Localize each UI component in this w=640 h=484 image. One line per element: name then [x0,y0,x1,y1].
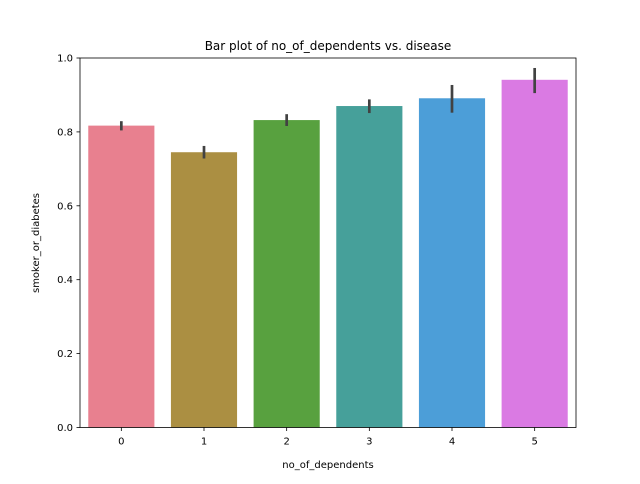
x-tick-label-5: 5 [531,437,537,448]
bar-3 [336,106,403,428]
y-tick-label-0.2: 0.2 [57,349,73,360]
chart-title: Bar plot of no_of_dependents vs. disease [205,39,452,53]
y-tick-label-1.0: 1.0 [57,54,73,65]
y-tick-label-0.6: 0.6 [57,201,73,212]
x-axis-label: no_of_dependents [282,460,373,471]
bar-0 [88,125,155,428]
plot-frame [79,57,577,428]
x-tick-label-2: 2 [283,437,289,448]
bar-5 [501,79,568,428]
y-tick-label-0.4: 0.4 [57,275,73,286]
y-tick-label-0.8: 0.8 [57,127,73,138]
x-tick-label-3: 3 [366,437,372,448]
y-axis-label: smoker_or_diabetes [31,193,42,293]
x-axis: 0 1 2 3 4 5 [118,427,538,448]
error-bars-layer [119,67,537,159]
bar-2 [253,120,320,428]
y-tick-label-0.0: 0.0 [57,423,73,434]
bar-4 [418,98,486,428]
y-axis: 0.0 0.2 0.4 0.6 0.8 1.0 [57,54,80,434]
x-tick-label-4: 4 [449,437,455,448]
bar-1 [170,152,238,428]
x-tick-label-1: 1 [201,437,207,448]
x-tick-label-0: 0 [118,437,124,448]
bars-layer [88,79,568,428]
